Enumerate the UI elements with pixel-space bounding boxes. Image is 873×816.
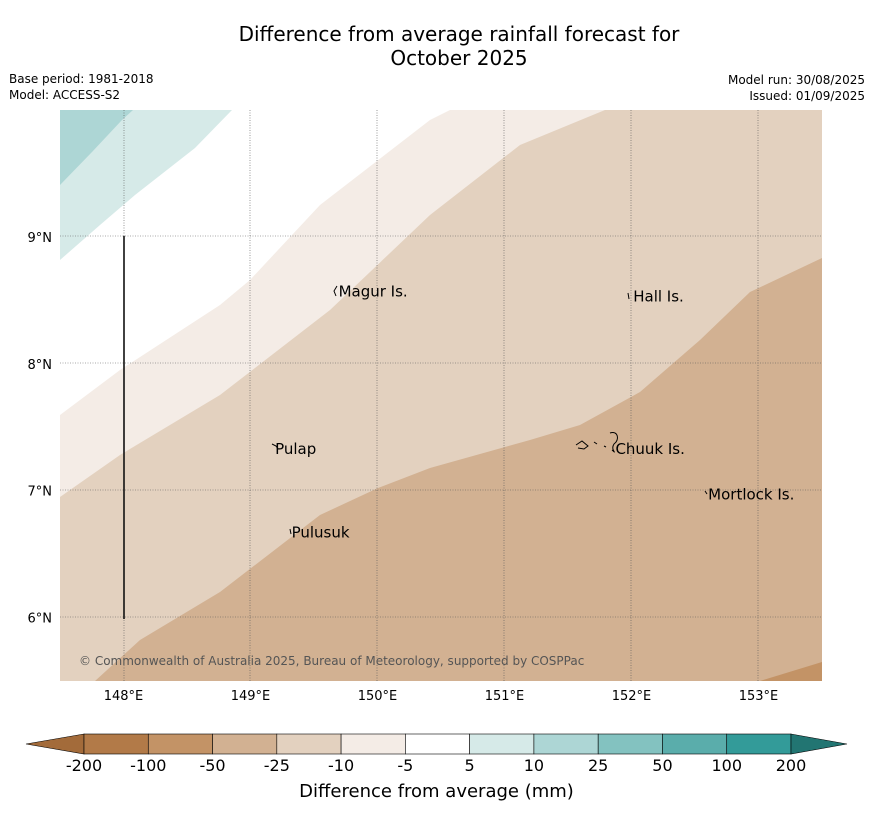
- place-label: Magur Is.: [339, 282, 408, 300]
- colorbar-tick-label: -200: [66, 756, 102, 775]
- colorbar-tick-label: 50: [652, 756, 672, 775]
- meta-right: Model run: 30/08/2025 Issued: 01/09/2025: [728, 72, 865, 104]
- place-label: Pulusuk: [292, 524, 350, 542]
- lon-label: 150°E: [358, 689, 398, 704]
- colorbar-tick-label: -100: [130, 756, 166, 775]
- title-line-1: Difference from average rainfall forecas…: [238, 22, 680, 46]
- model-text: Model: ACCESS-S2: [9, 88, 121, 102]
- region-minus-100-to-minus-50: [760, 662, 822, 681]
- latitude-labels: 9°N 8°N 7°N 6°N: [28, 231, 53, 627]
- island-chuuk-islet-2: [603, 445, 607, 448]
- lat-label: 6°N: [28, 612, 53, 627]
- longitude-labels: 148°E 149°E 150°E 151°E 152°E 153°E: [104, 689, 779, 704]
- colorbar-tick-label: 10: [524, 756, 544, 775]
- map-plot-area: Magur Is. Hall Is. Pulap Chuuk Is. Mortlock …: [60, 110, 822, 681]
- island-chuuk-lagoon: [609, 431, 618, 453]
- colorbar-bin: [469, 733, 535, 755]
- colorbar-bin: [533, 733, 599, 755]
- place-labels: Magur Is. Hall Is. Pulap Chuuk Is. Mortlock …: [275, 282, 794, 541]
- colorbar-tick-label: 5: [465, 756, 475, 775]
- colorbar-bin: [83, 733, 149, 755]
- region-minus-50-to-minus-25: [60, 258, 822, 681]
- colorbar-extend-low: [25, 733, 85, 755]
- colorbar-tick-label: 200: [776, 756, 807, 775]
- lat-label: 7°N: [28, 485, 53, 500]
- lon-label: 148°E: [104, 689, 144, 704]
- island-outlines: [271, 285, 708, 535]
- colorbar-bin: [340, 733, 406, 755]
- map-title: Difference from average rainfall forecas…: [0, 22, 873, 70]
- place-label: Hall Is.: [633, 288, 684, 306]
- title-line-2: October 2025: [390, 46, 528, 70]
- colorbar-bin: [405, 733, 470, 755]
- colorbar-tick-label: -10: [328, 756, 354, 775]
- colorbar: -200 -100 -50 -25 -10 -5 5 10 25 50 100 200: [25, 733, 848, 775]
- lon-label: 149°E: [231, 689, 271, 704]
- colorbar-bin: [597, 733, 663, 755]
- colorbar-tick-label: -50: [199, 756, 225, 775]
- lat-label: 8°N: [28, 358, 53, 373]
- colorbar-tick-label: -25: [264, 756, 290, 775]
- meta-left: Base period: 1981-2018 Model: ACCESS-S2: [9, 71, 154, 103]
- colorbar-extend-high: [790, 733, 848, 755]
- place-label: Mortlock Is.: [708, 485, 794, 503]
- island-chuuk-west: [575, 440, 589, 450]
- place-label: Chuuk Is.: [615, 440, 684, 458]
- colorbar-bin: [212, 733, 278, 755]
- island-pulusuk: [289, 528, 292, 535]
- issued-text: Issued: 01/09/2025: [749, 89, 865, 103]
- colorbar-bin: [662, 733, 728, 755]
- colorbar-tick-label: -5: [397, 756, 413, 775]
- colorbar-bin: [276, 733, 342, 755]
- colorbar-bin: [726, 733, 792, 755]
- lon-label: 152°E: [612, 689, 652, 704]
- island-chuuk-islet-1: [593, 441, 598, 445]
- island-magur: [333, 285, 338, 297]
- colorbar-tick-label: 100: [711, 756, 742, 775]
- lat-label: 9°N: [28, 231, 53, 246]
- island-pulap: [271, 443, 279, 450]
- colorbar-bin: [147, 733, 213, 755]
- place-label: Pulap: [275, 440, 316, 458]
- model-run-text: Model run: 30/08/2025: [727, 73, 865, 87]
- copyright-text: © Commonwealth of Australia 2025, Bureau…: [79, 654, 584, 668]
- lon-label: 151°E: [485, 689, 525, 704]
- region-10-to-25: [60, 110, 133, 185]
- base-period-text: Base period: 1981-2018: [9, 72, 154, 86]
- colorbar-title: Difference from average (mm): [299, 781, 574, 802]
- region-5-to-10: [60, 110, 232, 260]
- lon-label: 153°E: [739, 689, 779, 704]
- island-mortlock: [704, 490, 708, 495]
- island-hall: [627, 292, 630, 300]
- colorbar-tick-label: 25: [588, 756, 608, 775]
